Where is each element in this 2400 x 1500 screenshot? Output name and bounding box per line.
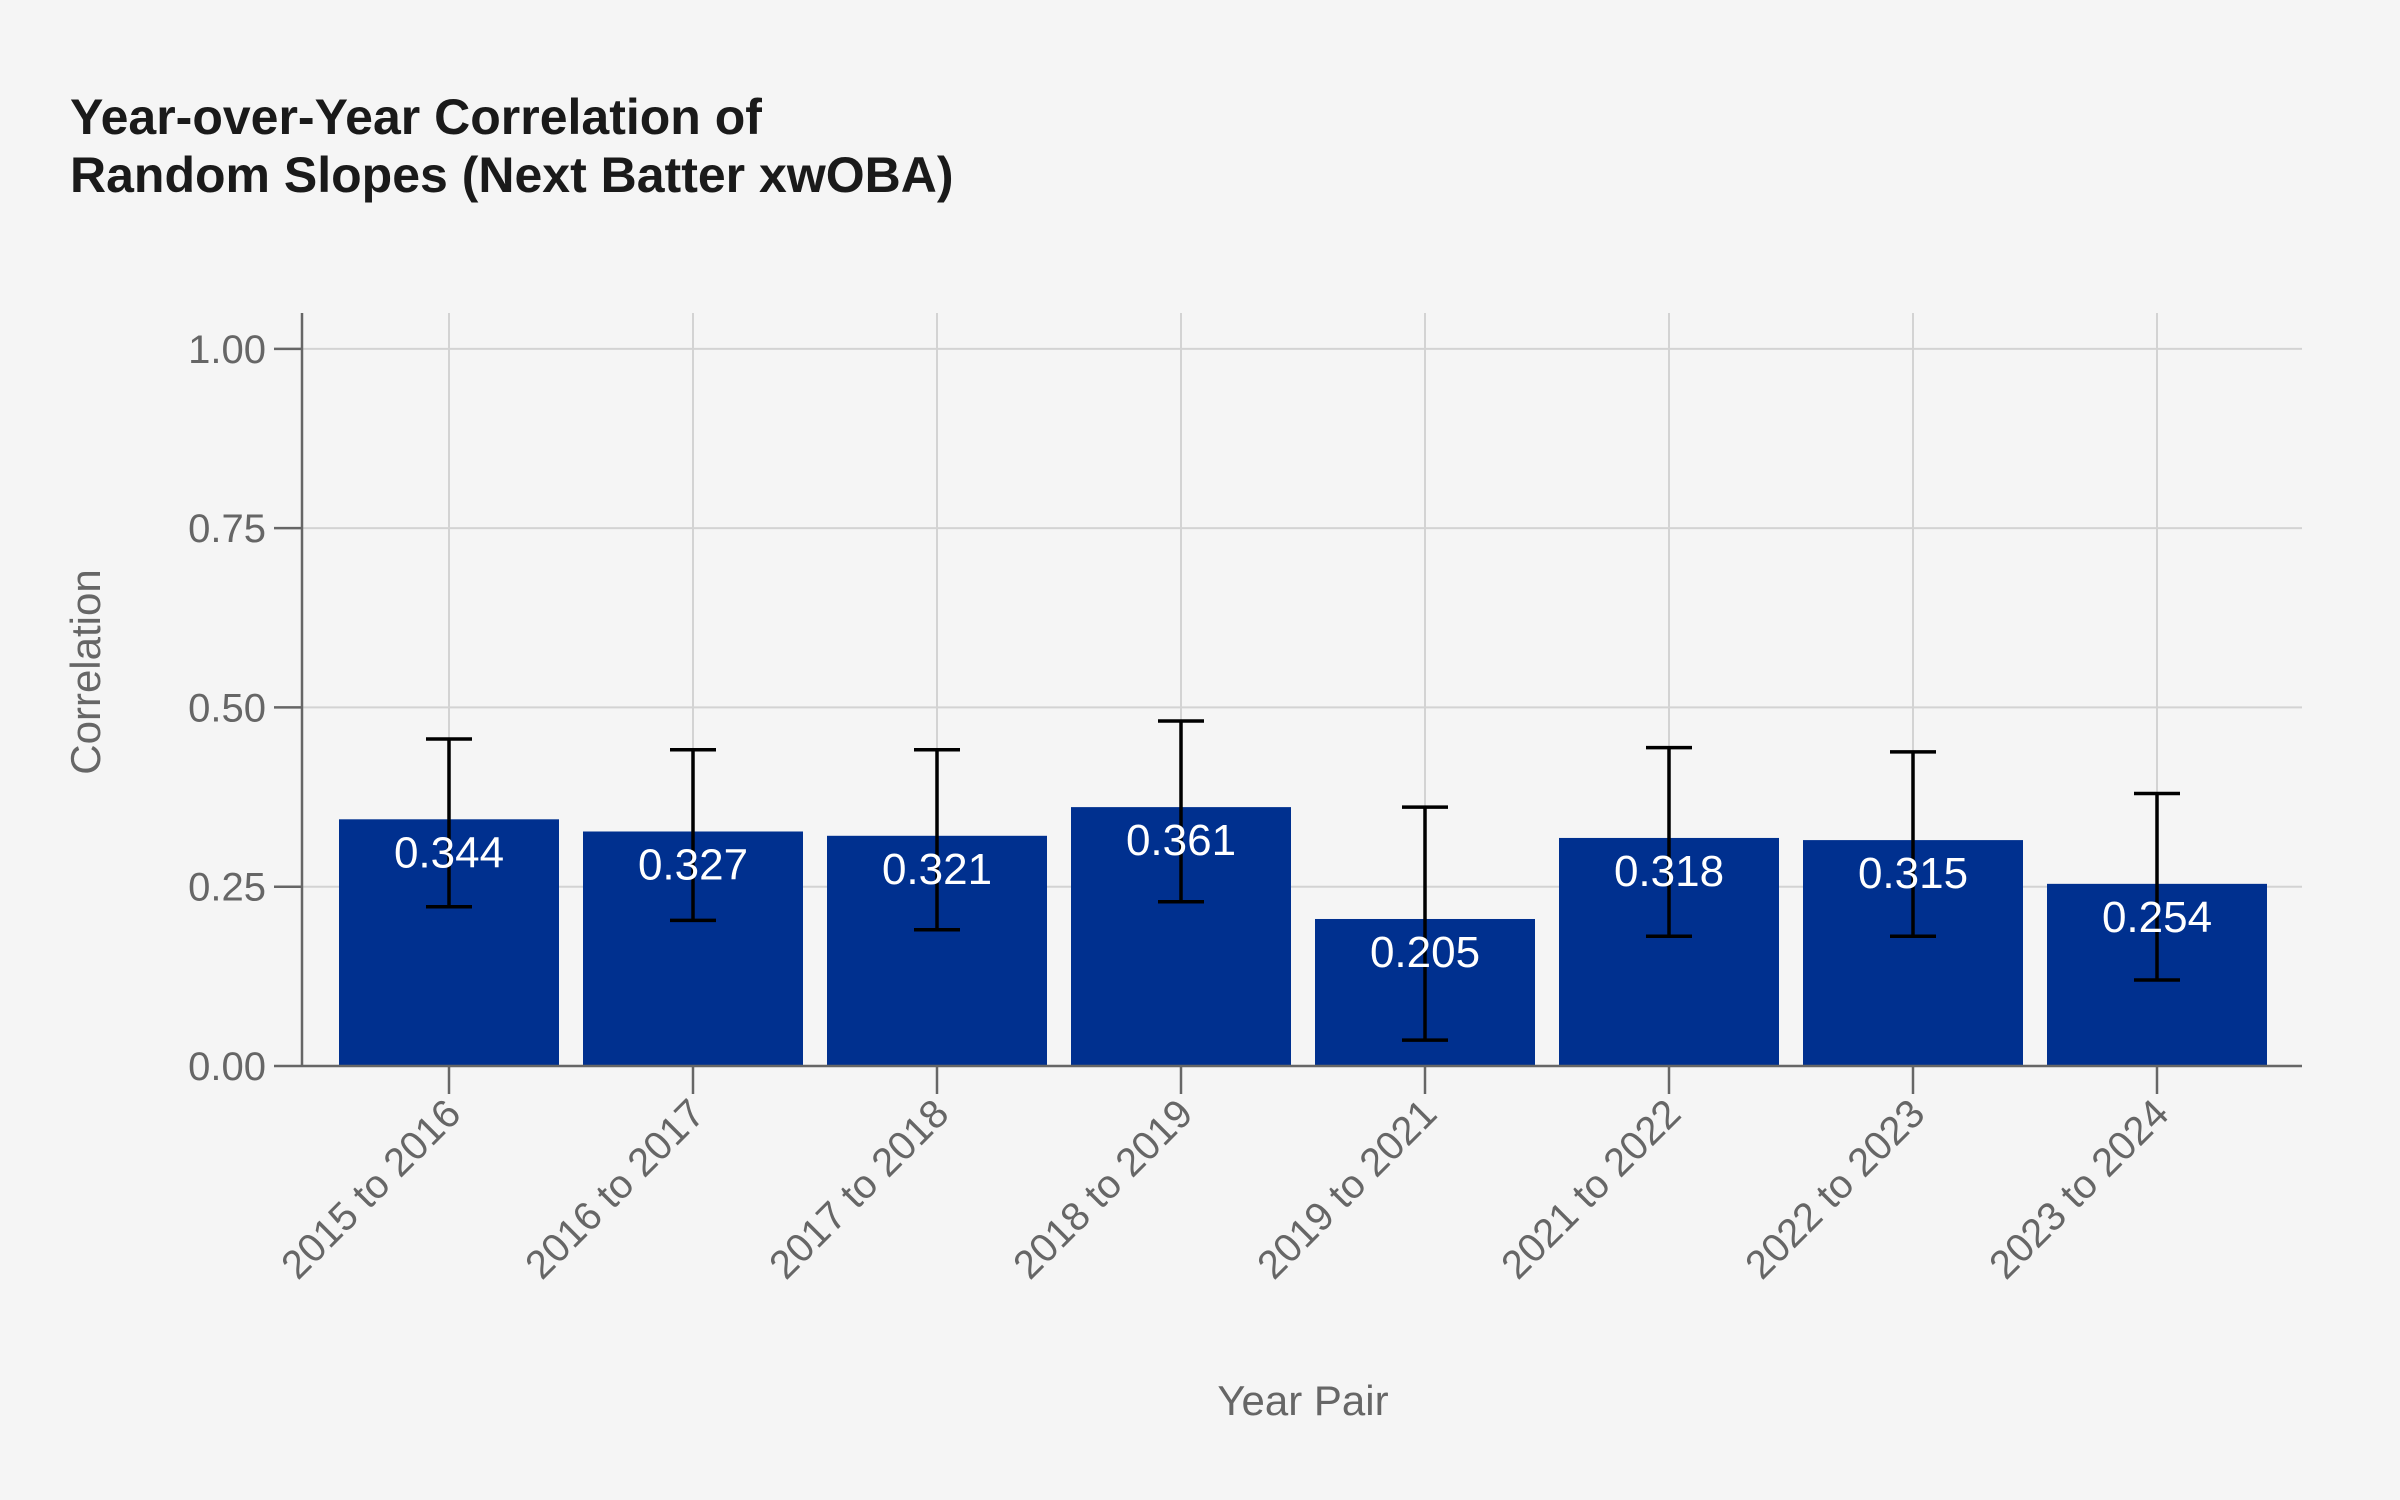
data-label: 0.254 [2102,893,2212,942]
error-bar [1402,805,1448,1042]
chart-title-line-1: Year-over-Year Correlation of [70,89,762,145]
x-tick-label: 2019 to 2021 [1249,1091,1445,1287]
x-tick-label: 2015 to 2016 [273,1091,469,1287]
error-bar [2134,791,2180,982]
data-labels: 0.344 0.327 0.321 0.361 0.205 0.318 0.315 0.254 [394,816,2212,977]
data-label: 0.321 [882,845,992,894]
x-tick-label: 2017 to 2018 [761,1091,957,1287]
error-bar [1158,719,1204,904]
error-bar [1646,745,1692,938]
chart-title: Year-over-Year Correlation of Random Slo… [70,88,953,204]
x-tick-label: 2022 to 2023 [1737,1091,1933,1287]
error-bar [914,747,960,932]
y-tick-label: 0.75 [188,507,266,551]
x-tick-label: 2021 to 2022 [1493,1091,1689,1287]
data-label: 0.318 [1614,847,1724,896]
error-bar [426,737,472,909]
y-tick-label: 0.25 [188,866,266,910]
y-tick-label: 0.50 [188,686,266,730]
data-label: 0.344 [394,828,504,877]
axes: 0.00 0.25 0.50 0.75 1.00 2015 to 2016 2016 to … [188,313,2302,1288]
error-bars [426,719,2180,1042]
data-label: 0.205 [1370,928,1480,977]
y-tick-label: 1.00 [188,328,266,372]
data-label: 0.315 [1858,849,1968,898]
y-tick-label: 0.00 [188,1045,266,1089]
data-label: 0.327 [638,840,748,889]
x-tick-label: 2023 to 2024 [1981,1091,2177,1287]
error-bar [670,747,716,923]
x-tick-label: 2018 to 2019 [1005,1091,1201,1287]
y-axis-title: Correlation [62,569,109,774]
bars [339,807,2267,1066]
error-bar [1890,750,1936,938]
data-label: 0.361 [1126,816,1236,865]
x-axis-title: Year Pair [1217,1377,1388,1424]
x-tick-label: 2016 to 2017 [517,1091,713,1287]
chart-title-line-2: Random Slopes (Next Batter xwOBA) [70,147,954,203]
